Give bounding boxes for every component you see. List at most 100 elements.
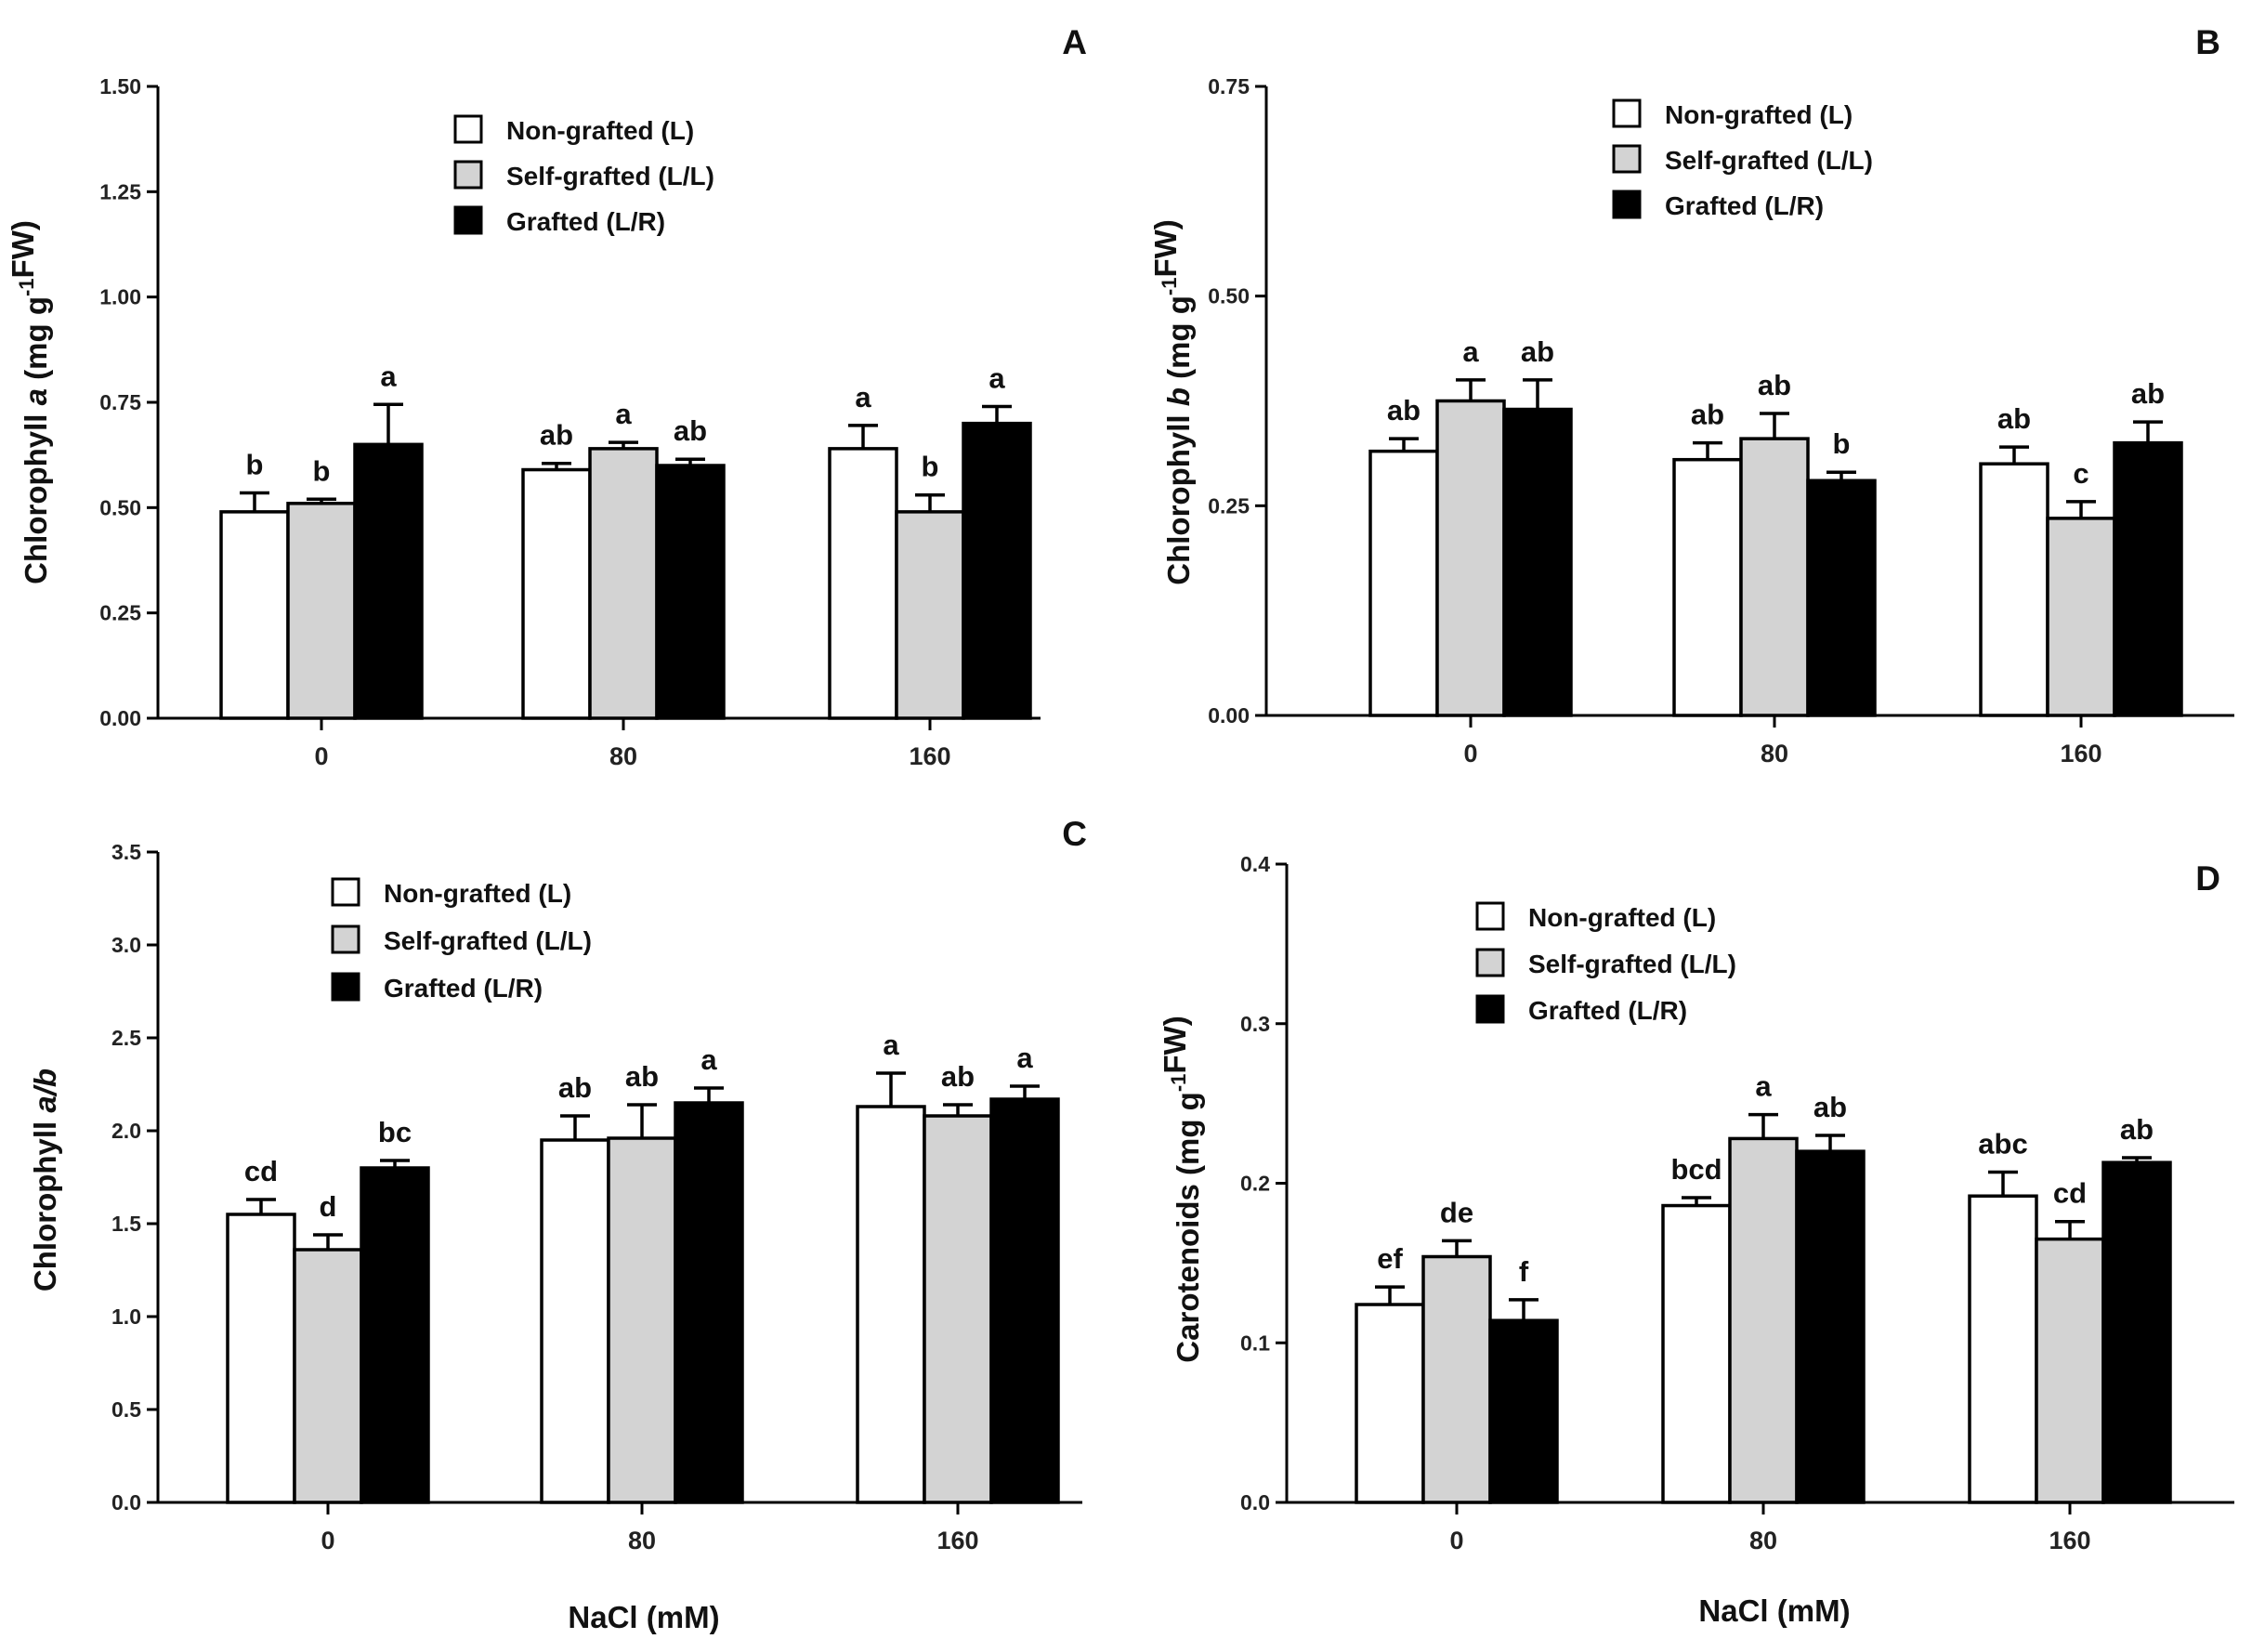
y-tick-label: 0.50	[99, 495, 141, 519]
y-tick-label: 1.0	[111, 1305, 141, 1329]
bar	[1968, 1194, 2038, 1504]
x-tick-label: 0	[321, 1527, 334, 1554]
bar	[674, 1101, 744, 1504]
legend-label: Self-grafted (L/L)	[1665, 146, 1873, 175]
significance-letter: b	[313, 454, 331, 487]
y-axis-label: Carotenoids (mg g-1FW)	[1158, 1016, 1205, 1362]
bar	[2035, 1237, 2105, 1504]
bar	[293, 1248, 363, 1504]
significance-letter: ab	[625, 1060, 659, 1093]
y-tick-label: 1.25	[99, 179, 141, 203]
x-tick-label: 0	[314, 742, 328, 770]
bar	[1435, 399, 1506, 717]
bar	[1355, 1303, 1425, 1504]
legend-label: Self-grafted (L/L)	[384, 926, 592, 955]
bar	[286, 502, 357, 720]
bar	[962, 421, 1032, 720]
x-tick-label: 80	[1749, 1527, 1777, 1554]
y-tick-label: 1.5	[111, 1212, 141, 1236]
y-tick-label: 0.00	[1208, 703, 1250, 728]
y-tick-label: 0.00	[99, 706, 141, 730]
significance-letter: a	[615, 398, 632, 430]
bar	[828, 447, 898, 720]
panel-label: B	[2195, 23, 2220, 61]
bar	[219, 510, 290, 720]
legend-label: Non-grafted (L)	[506, 116, 694, 145]
significance-letter: abc	[1978, 1127, 2027, 1160]
y-tick-label: 1.50	[99, 74, 141, 98]
y-tick-label: 0.2	[1240, 1172, 1270, 1196]
legend: Non-grafted (L) Self-grafted (L/L) Grafted…	[1475, 901, 1736, 1025]
significance-letter: a	[988, 362, 1005, 395]
bar	[521, 467, 592, 720]
y-axis-label: Chlorophyll a (mg g-1FW)	[6, 220, 53, 584]
significance-letter: ab	[1521, 335, 1554, 368]
significance-letter: bc	[378, 1116, 412, 1148]
legend-label: Non-grafted (L)	[1528, 903, 1716, 932]
y-tick-label: 0.75	[1208, 74, 1250, 98]
y-tick-label: 3.0	[111, 933, 141, 957]
bar	[2046, 517, 2116, 717]
y-tick-label: 0.4	[1240, 852, 1270, 876]
y-tick-label: 2.0	[111, 1119, 141, 1143]
legend-label: Self-grafted (L/L)	[1528, 950, 1736, 978]
legend-swatch	[1612, 144, 1642, 174]
bar	[856, 1105, 926, 1504]
bar	[226, 1213, 296, 1504]
y-axis-label: Chlorophyll a/b	[28, 1069, 62, 1291]
x-tick-label: 80	[628, 1527, 656, 1554]
x-tick-label: 160	[909, 742, 950, 770]
legend-swatch	[453, 114, 483, 144]
panel-label: C	[1062, 815, 1087, 853]
x-tick-label: 160	[936, 1527, 978, 1554]
chart-panel-D: 0.0 0.1 0.2 0.3 0.4 Carotenoids (mg g-1FW) 0 ef…	[1158, 852, 2234, 1554]
bar	[1728, 1136, 1799, 1504]
legend-swatch	[453, 160, 483, 190]
bar	[1672, 457, 1743, 717]
x-tick-label: 160	[2049, 1527, 2090, 1554]
bar	[1806, 479, 1877, 717]
panel-label: D	[2195, 859, 2220, 898]
significance-letter: ab	[1997, 402, 2031, 435]
significance-letter: ab	[1691, 399, 1724, 431]
bar	[588, 447, 659, 720]
x-tick-label: 80	[1761, 740, 1788, 767]
significance-letter: ab	[941, 1060, 975, 1093]
y-tick-label: 0.0	[1240, 1490, 1270, 1514]
chart-panel-A: 0.00 0.25 0.50 0.75 1.00 1.25 1.50 Chlorophyll …	[6, 23, 1087, 770]
bar	[360, 1166, 430, 1504]
y-tick-label: 1.00	[99, 285, 141, 309]
bar	[1368, 449, 1439, 717]
legend-label: Grafted (L/R)	[1665, 191, 1824, 220]
legend-label: Grafted (L/R)	[384, 974, 543, 1003]
bar	[2101, 1160, 2172, 1504]
significance-letter: b	[922, 451, 939, 483]
x-tick-label: 160	[2060, 740, 2101, 767]
significance-letter: a	[1016, 1042, 1033, 1074]
significance-letter: b	[246, 448, 264, 480]
bar	[1739, 437, 1810, 717]
y-tick-label: 0.50	[1208, 284, 1250, 308]
legend-swatch	[453, 205, 483, 235]
legend-swatch	[1475, 948, 1505, 977]
significance-letter: cd	[2053, 1177, 2087, 1210]
y-tick-label: 0.0	[111, 1490, 141, 1514]
legend-swatch	[1475, 901, 1505, 931]
y-tick-label: 0.25	[99, 601, 141, 625]
significance-letter: a	[1755, 1070, 1772, 1103]
y-tick-label: 0.1	[1240, 1331, 1270, 1355]
bar	[1421, 1254, 1492, 1504]
panel-label: A	[1062, 23, 1087, 61]
significance-letter: a	[855, 381, 871, 413]
y-tick-label: 0.75	[99, 390, 141, 414]
significance-letter: ab	[540, 419, 573, 452]
bar	[607, 1136, 677, 1504]
x-axis-label-left: NaCl (mM)	[568, 1600, 719, 1634]
bar	[895, 510, 965, 720]
significance-letter: cd	[244, 1155, 278, 1187]
legend-swatch	[1475, 994, 1505, 1024]
significance-letter: f	[1519, 1255, 1529, 1288]
significance-letter: c	[2073, 457, 2088, 490]
chart-panel-B: 0.00 0.25 0.50 0.75 Chlorophyll b (mg g-1FW)…	[1148, 23, 2234, 767]
significance-letter: a	[883, 1029, 899, 1061]
